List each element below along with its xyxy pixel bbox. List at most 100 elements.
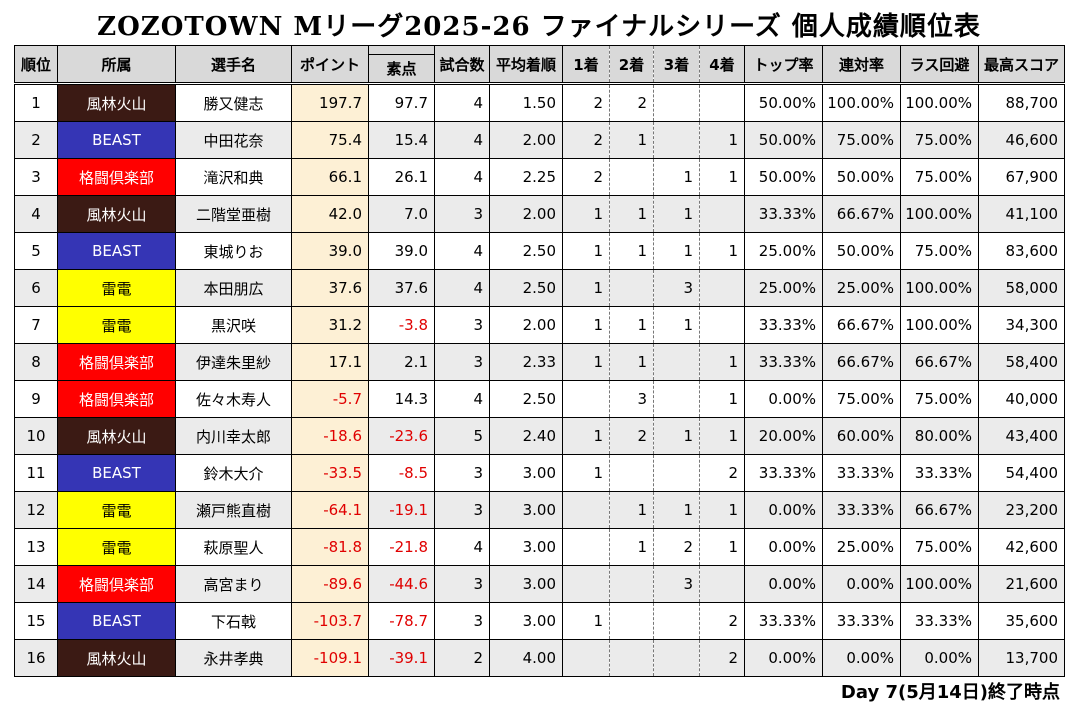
cell-third-count: 1 [653, 195, 700, 233]
cell-second-count: 1 [609, 195, 654, 233]
cell-third-count [653, 343, 700, 381]
cell-fourth-count [699, 195, 745, 233]
cell-top-rate: 33.33% [744, 343, 823, 381]
cell-points: 42.0 [291, 195, 369, 233]
cell-rentai-rate: 100.00% [822, 83, 901, 122]
cell-last-avoid: 75.00% [900, 380, 979, 418]
cell-top-rate: 50.00% [744, 121, 823, 159]
cell-raw-score: 97.7 [368, 83, 435, 122]
cell-first-count [562, 639, 610, 677]
cell-fourth-count: 2 [699, 639, 745, 677]
cell-second-count [609, 565, 654, 603]
cell-last-avoid: 75.00% [900, 528, 979, 566]
cell-fourth-count: 1 [699, 528, 745, 566]
cell-team: 風林火山 [57, 639, 176, 677]
cell-points: 66.1 [291, 158, 369, 196]
cell-player: 瀬戸熊直樹 [175, 491, 292, 529]
cell-team: BEAST [57, 454, 176, 492]
cell-first-count: 1 [562, 343, 610, 381]
table-row: 15 BEAST 下石戟 -103.7 -78.7 3 3.00 1 2 33.33% 33.33%… [14, 602, 1065, 640]
cell-second-count: 1 [609, 306, 654, 344]
cell-team: 風林火山 [57, 83, 176, 122]
cell-first-count: 1 [562, 602, 610, 640]
cell-games: 5 [434, 417, 490, 455]
cell-player: 中田花奈 [175, 121, 292, 159]
cell-rentai-rate: 50.00% [822, 232, 901, 270]
table-row: 11 BEAST 鈴木大介 -33.5 -8.5 3 3.00 1 2 33.33% 33.33% 3… [14, 454, 1065, 492]
cell-first-count: 1 [562, 195, 610, 233]
cell-rentai-rate: 66.67% [822, 306, 901, 344]
table-row: 8 格闘倶楽部 伊達朱里紗 17.1 2.1 3 2.33 1 1 1 33.33% 66.67% 66… [14, 343, 1065, 381]
cell-games: 4 [434, 528, 490, 566]
header-raw-label: 素点 [369, 54, 434, 82]
cell-points: -18.6 [291, 417, 369, 455]
cell-top-rate: 0.00% [744, 565, 823, 603]
header-second: 2着 [609, 45, 654, 84]
table-row: 10 風林火山 内川幸太郎 -18.6 -23.6 5 2.40 1 2 1 1 20.00% 60.0… [14, 417, 1065, 455]
table-row: 7 雷電 黒沢咲 31.2 -3.8 3 2.00 1 1 1 33.33% 66.67% 100.00… [14, 306, 1065, 344]
cell-games: 4 [434, 121, 490, 159]
cell-average-rank: 3.00 [489, 565, 563, 603]
header-rank: 順位 [14, 45, 58, 84]
table-row: 9 格闘倶楽部 佐々木寿人 -5.7 14.3 4 2.50 3 1 0.00% 75.00% 75.… [14, 380, 1065, 418]
cell-first-count: 1 [562, 454, 610, 492]
cell-rentai-rate: 75.00% [822, 380, 901, 418]
cell-best-score: 46,600 [978, 121, 1065, 159]
cell-third-count [653, 380, 700, 418]
cell-fourth-count: 1 [699, 417, 745, 455]
cell-second-count [609, 639, 654, 677]
cell-player: 黒沢咲 [175, 306, 292, 344]
cell-average-rank: 2.50 [489, 269, 563, 307]
cell-team: 風林火山 [57, 417, 176, 455]
cell-first-count: 2 [562, 121, 610, 159]
cell-rentai-rate: 66.67% [822, 343, 901, 381]
cell-raw-score: -23.6 [368, 417, 435, 455]
cell-average-rank: 2.25 [489, 158, 563, 196]
cell-last-avoid: 75.00% [900, 121, 979, 159]
cell-rentai-rate: 33.33% [822, 602, 901, 640]
cell-games: 2 [434, 639, 490, 677]
cell-best-score: 58,400 [978, 343, 1065, 381]
cell-first-count: 2 [562, 158, 610, 196]
cell-raw-score: 37.6 [368, 269, 435, 307]
cell-player: 鈴木大介 [175, 454, 292, 492]
cell-fourth-count [699, 306, 745, 344]
cell-top-rate: 0.00% [744, 491, 823, 529]
cell-top-rate: 33.33% [744, 306, 823, 344]
cell-last-avoid: 66.67% [900, 491, 979, 529]
cell-points: -64.1 [291, 491, 369, 529]
cell-last-avoid: 75.00% [900, 158, 979, 196]
table-row: 3 格闘倶楽部 滝沢和典 66.1 26.1 4 2.25 2 1 1 50.00% 50.00% 75… [14, 158, 1065, 196]
cell-raw-score: -78.7 [368, 602, 435, 640]
cell-team: 雷電 [57, 491, 176, 529]
cell-player: 高宮まり [175, 565, 292, 603]
cell-third-count: 1 [653, 491, 700, 529]
cell-rank: 14 [14, 565, 58, 603]
cell-last-avoid: 100.00% [900, 269, 979, 307]
cell-average-rank: 2.33 [489, 343, 563, 381]
table-row: 13 雷電 萩原聖人 -81.8 -21.8 4 3.00 1 2 1 0.00% 25.00% 75.… [14, 528, 1065, 566]
cell-player: 東城りお [175, 232, 292, 270]
cell-best-score: 88,700 [978, 83, 1065, 122]
cell-raw-score: 14.3 [368, 380, 435, 418]
cell-third-count: 1 [653, 417, 700, 455]
cell-player: 佐々木寿人 [175, 380, 292, 418]
cell-first-count [562, 491, 610, 529]
cell-first-count: 1 [562, 417, 610, 455]
cell-fourth-count: 1 [699, 121, 745, 159]
cell-third-count: 1 [653, 158, 700, 196]
cell-fourth-count [699, 565, 745, 603]
cell-second-count [609, 269, 654, 307]
cell-last-avoid: 33.33% [900, 454, 979, 492]
cell-average-rank: 3.00 [489, 454, 563, 492]
cell-third-count: 2 [653, 528, 700, 566]
cell-third-count: 3 [653, 565, 700, 603]
cell-team: BEAST [57, 121, 176, 159]
cell-average-rank: 3.00 [489, 491, 563, 529]
cell-third-count [653, 602, 700, 640]
cell-average-rank: 3.00 [489, 528, 563, 566]
cell-raw-score: -44.6 [368, 565, 435, 603]
header-third: 3着 [653, 45, 700, 84]
cell-team: 格闘倶楽部 [57, 343, 176, 381]
cell-last-avoid: 0.00% [900, 639, 979, 677]
